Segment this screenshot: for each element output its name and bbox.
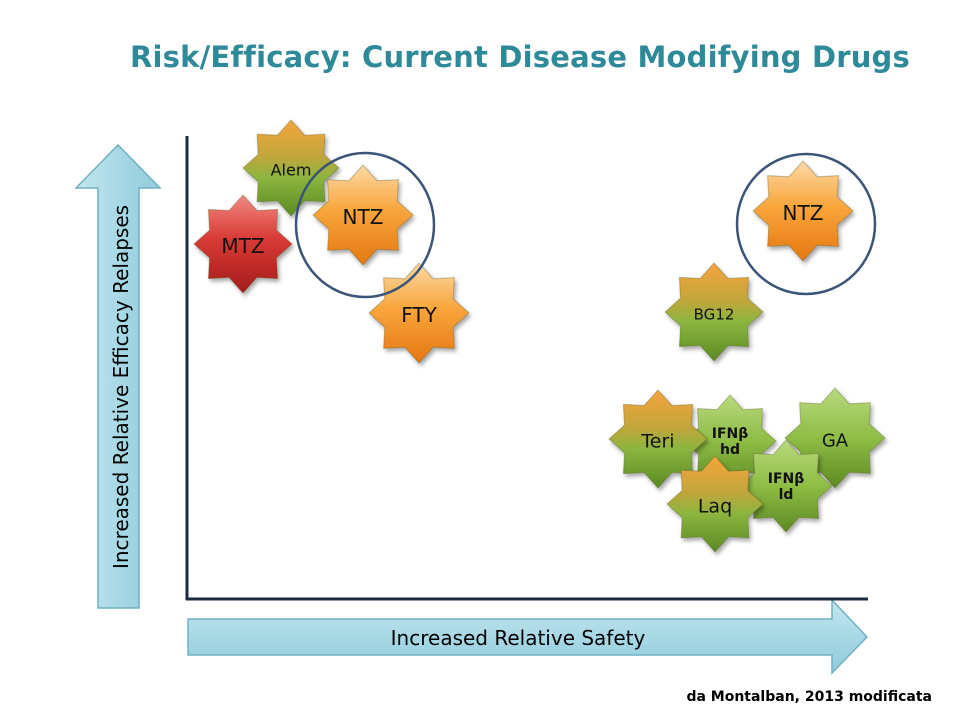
drug-star-teri: Teri <box>608 389 708 489</box>
slide-title: Risk/Efficacy: Current Disease Modifying… <box>130 40 910 74</box>
drug-star-ntz-right: NTZ <box>752 160 854 262</box>
star-shape <box>608 389 708 489</box>
star-shape <box>242 119 340 217</box>
star-shape <box>752 160 854 262</box>
drug-star-ifnb-hd: IFNβ hd <box>683 394 777 488</box>
drug-star-alem: Alem <box>242 119 340 217</box>
drug-label-ifnb-ld: IFNβ ld <box>768 471 805 503</box>
drug-label-fty: FTY <box>401 303 437 327</box>
drug-star-fty: FTY <box>368 262 470 364</box>
drug-label-ga: GA <box>822 430 849 451</box>
drug-label-bg12: BG12 <box>694 305 735 323</box>
drug-label-alem: Alem <box>271 161 312 180</box>
star-shape <box>666 455 764 553</box>
x-axis-label: Increased Relative Safety <box>391 626 646 650</box>
drug-label-ifnb-hd: IFNβ hd <box>712 426 749 458</box>
drug-markers: Alem MTZ NTZ FTY NTZ BG12 GA IFNβ hd Teri IFNβ ld La… <box>193 119 886 553</box>
drug-star-mtz: MTZ <box>193 194 293 294</box>
efficacy-arrow: Increased Relative Efficacy Relapses <box>74 143 162 609</box>
y-axis-label: Increased Relative Efficacy Relapses <box>109 205 133 569</box>
drug-label-laq: Laq <box>698 496 732 518</box>
star-shape <box>368 262 470 364</box>
drug-star-ntz-left: NTZ <box>312 164 414 266</box>
source-citation: da Montalban, 2013 modificata <box>686 689 932 705</box>
star-shape <box>312 164 414 266</box>
star-shape <box>193 194 293 294</box>
drug-star-ifnb-ld: IFNβ ld <box>739 439 833 533</box>
star-shape <box>739 439 833 533</box>
drug-label-ntz-right: NTZ <box>783 201 824 225</box>
drug-label-ntz-left: NTZ <box>343 205 384 229</box>
safety-arrow: Increased Relative Safety <box>187 598 869 675</box>
drug-star-laq: Laq <box>666 455 764 553</box>
drug-label-mtz: MTZ <box>221 234 264 258</box>
highlight-circle-left <box>294 151 436 299</box>
highlight-circle-right <box>735 152 877 296</box>
star-shape <box>664 262 764 362</box>
drug-star-bg12: BG12 <box>664 262 764 362</box>
drug-label-teri: Teri <box>640 431 674 453</box>
